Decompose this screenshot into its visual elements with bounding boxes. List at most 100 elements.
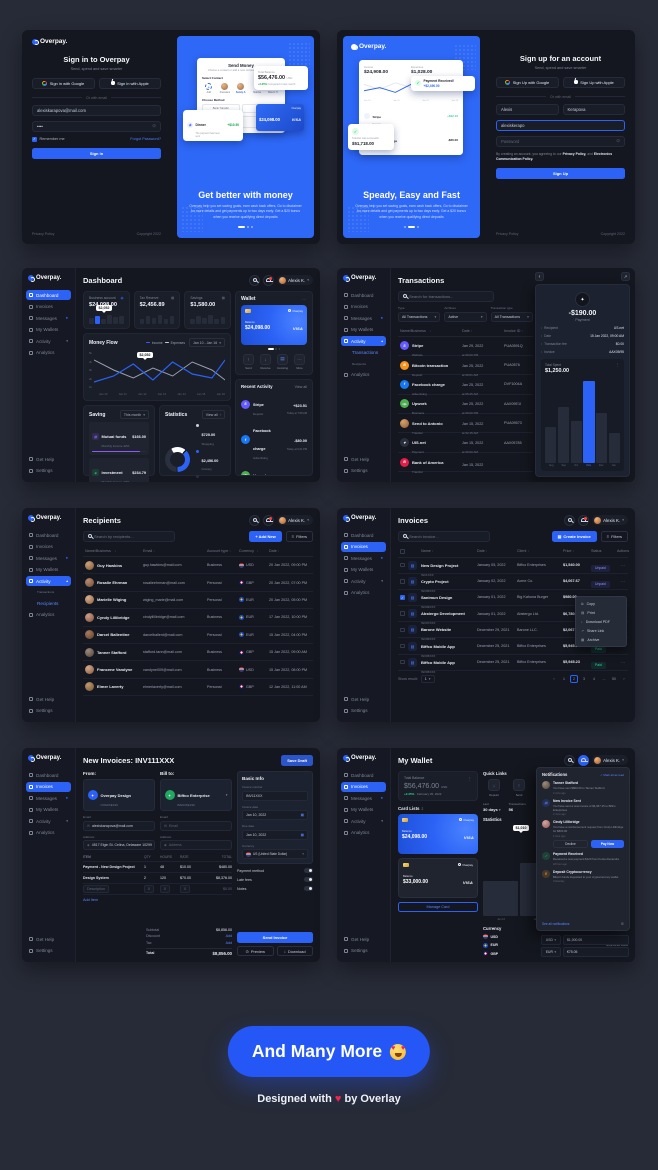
carousel-dots[interactable] — [177, 226, 314, 228]
wallet-action-button[interactable]: ↓ Receive — [258, 353, 273, 370]
sidebar-item[interactable]: Settings — [26, 466, 71, 476]
row-actions-button[interactable]: ··· — [620, 659, 626, 665]
page-button[interactable]: 3 — [583, 676, 585, 681]
view-all-link[interactable]: View all — [294, 384, 307, 389]
wallet-action-button[interactable]: ▤ Invoicing — [275, 353, 290, 370]
recipient-row[interactable]: Tanner Stafford stafford.tann@mail.com B… — [83, 644, 313, 662]
wallet-action-button[interactable]: ··· More — [292, 353, 307, 370]
col-price[interactable]: Price — [563, 549, 572, 554]
col-name[interactable]: Name/Business — [400, 328, 426, 333]
save-draft-button[interactable]: Save Draft — [281, 754, 313, 766]
recipient-row[interactable]: Cyndy Lillibridge cindylillibridge@mail.… — [83, 609, 313, 627]
recipient-row[interactable]: Rosalie Ehrman rosalieehrman@mail.com Pe… — [83, 574, 313, 592]
password-field[interactable]: Password ⊙ — [496, 135, 625, 147]
page-button[interactable]: 4 — [593, 676, 595, 681]
recipient-row[interactable]: Francene Vandyne vandyne009@mail.com Bus… — [83, 661, 313, 679]
col-currency[interactable]: Currency — [239, 549, 254, 553]
sidebar-item[interactable]: Analytics — [341, 828, 386, 838]
see-all-notifications-link[interactable]: See all notifications — [542, 921, 570, 926]
visa-card-primary[interactable]: Overpay Balance $24,098.00 VISA — [398, 814, 478, 854]
col-actions[interactable]: Actions — [617, 549, 630, 554]
quick-link-button[interactable]: ↓ Deposit — [483, 779, 505, 797]
sidebar-item[interactable]: Activity ▾ — [26, 336, 71, 346]
filters-button[interactable]: ≡ Filters — [285, 531, 313, 542]
last-name-field[interactable]: Kerapova — [562, 103, 625, 115]
sidebar-item[interactable]: Get Help — [341, 694, 386, 704]
notification-item[interactable]: ▤ New Invoice Sent You have sent a new in… — [542, 798, 624, 816]
row-actions-button[interactable]: ··· — [620, 562, 626, 568]
sidebar-item[interactable]: My Wallets — [341, 805, 386, 815]
from-address-field[interactable]: ◈ 4517 Elgin St. Celina, Delaware 10299 — [83, 840, 155, 850]
sidebar-item[interactable]: Invoices — [341, 541, 386, 552]
sidebar-item[interactable]: Activity ▾ — [341, 576, 386, 586]
sidebar-item[interactable]: Recipients — [341, 359, 386, 368]
sidebar-item[interactable]: My Wallets — [26, 325, 71, 335]
show-password-icon[interactable]: ⊙ — [152, 123, 156, 128]
activity-row[interactable]: S Stripe Deposit +$23.51 Today at 7:08 AM — [241, 393, 307, 416]
from-company-card[interactable]: ✦ Overpay Design OVADXE190 — [83, 779, 155, 811]
manage-card-button[interactable]: Manage Card — [398, 902, 478, 912]
sidebar-item[interactable]: Messages ● — [341, 793, 386, 803]
filter-select[interactable]: All Transactions ▾ — [490, 311, 533, 322]
item-qty-input[interactable]: 0 — [144, 885, 154, 893]
recipient-row[interactable]: Elmer Laverty elmerlaverty@mail.com Pers… — [83, 679, 313, 697]
item-rate-input[interactable]: 0 — [180, 885, 190, 893]
exchange-currency-select[interactable]: EUR ▾ — [541, 947, 561, 957]
expand-button[interactable]: ↗ — [621, 272, 630, 281]
sidebar-item[interactable]: My Wallets — [26, 565, 71, 575]
sidebar-item[interactable]: Messages ● — [341, 553, 386, 563]
notifications-button[interactable] — [578, 754, 590, 766]
saving-filter-select[interactable]: This month ▾ — [119, 410, 149, 419]
transaction-row[interactable]: B Bank of America Transfer Jan 15, 2022 — [398, 453, 533, 474]
communication-policy-link[interactable]: Electronics Communication Policy. — [496, 151, 613, 161]
user-menu[interactable]: Alexis K. ▾ — [592, 755, 628, 765]
col-invoice[interactable]: Invoice ID — [504, 328, 521, 333]
item-description-input[interactable]: Description — [83, 885, 109, 893]
more-options-icon[interactable]: ⋮ — [467, 776, 472, 781]
first-name-field[interactable]: Alexis — [496, 103, 559, 115]
notifications-button[interactable] — [578, 514, 590, 526]
col-type[interactable]: Account type — [207, 549, 229, 553]
wallet-action-button[interactable]: ↑ Send — [241, 353, 256, 370]
sidebar-item[interactable]: Transactions — [26, 588, 71, 597]
sidebar-item[interactable]: Analytics — [26, 828, 71, 838]
remember-me-checkbox[interactable]: ✓ — [32, 136, 37, 142]
search-input[interactable]: Search invoice... — [398, 531, 490, 542]
contact-avatar[interactable]: Add — [202, 82, 216, 94]
apple-sign-up-button[interactable]: Sign Up with Apple — [562, 76, 625, 88]
sidebar-item[interactable]: Invoices — [341, 302, 386, 312]
menu-item[interactable]: ↗ Share Link — [576, 626, 626, 635]
recipient-row[interactable]: Darcel Ballentine darcelballent@mail.com… — [83, 627, 313, 644]
pay-now-button[interactable]: Pay Now — [591, 840, 624, 849]
back-button[interactable]: ‹ — [535, 272, 544, 281]
download-button[interactable]: ↓ Download — [276, 946, 313, 956]
sidebar-item[interactable]: Get Help — [26, 934, 71, 944]
sidebar-item[interactable]: Settings — [341, 706, 386, 716]
sidebar-item[interactable]: Dashboard — [26, 770, 71, 780]
exchange-amount-field[interactable]: €75.05 — [563, 947, 629, 957]
activity-row[interactable]: f Facebook charge Advertising -$80.00 Toda… — [241, 419, 307, 460]
invoice-item-row[interactable]: Payment - New Design Project 1 48 $10.00… — [83, 862, 232, 873]
create-invoice-button[interactable]: ▤ Create Invoice — [551, 531, 597, 542]
menu-item[interactable]: ▦ Archive — [576, 635, 626, 644]
sidebar-item[interactable]: Invoices — [26, 302, 71, 312]
sidebar-item[interactable]: Dashboard — [26, 530, 71, 540]
user-menu[interactable]: Alexis K. ▾ — [277, 515, 313, 525]
col-date[interactable]: Date — [269, 549, 277, 553]
sidebar-item[interactable]: Invoices — [26, 781, 71, 792]
search-button[interactable] — [249, 514, 261, 526]
sidebar-item[interactable]: Analytics — [341, 370, 386, 380]
row-checkbox[interactable] — [400, 643, 405, 649]
search-input[interactable]: Search for transactions... — [398, 291, 494, 302]
sidebar-item[interactable]: Messages ● — [26, 553, 71, 563]
decline-button[interactable]: Decline — [553, 840, 588, 849]
sidebar-item[interactable]: Settings — [26, 706, 71, 716]
invoice-date-field[interactable]: Jan 10, 2022 ▦ — [242, 810, 308, 820]
discount-add-link[interactable]: Add — [225, 934, 232, 938]
invoice-number-field[interactable]: INV11XXX — [242, 790, 308, 801]
row-checkbox[interactable] — [400, 659, 405, 665]
col-name[interactable]: Name/Business — [85, 549, 111, 553]
filter-select[interactable]: All Transactions ▾ — [398, 311, 441, 322]
sidebar-item[interactable]: Messages ● — [26, 793, 71, 803]
